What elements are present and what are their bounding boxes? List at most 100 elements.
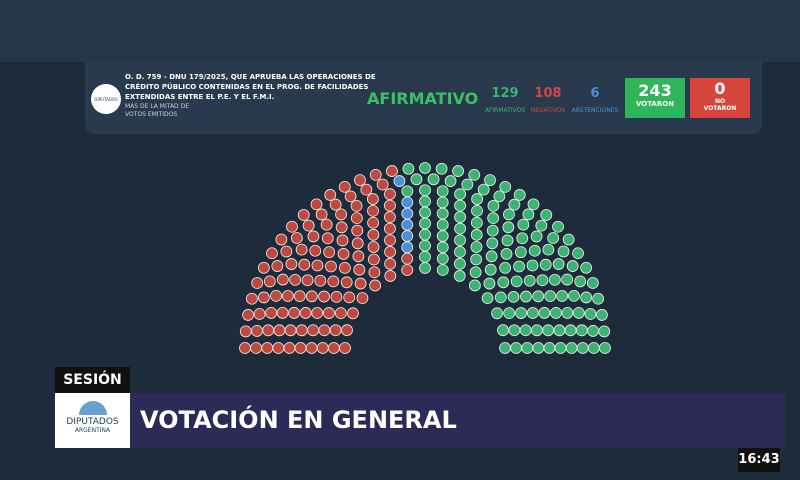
- affirmative-seat: [557, 245, 570, 258]
- affirmative-seat: [436, 264, 449, 276]
- logo-line: DIPUTADOS: [66, 417, 119, 427]
- affirmative-seat: [542, 243, 555, 256]
- affirmative-label: AFIRMATIVOS: [484, 107, 526, 114]
- affirmative-seat: [574, 275, 587, 288]
- affirmative-seat: [501, 234, 514, 247]
- affirmative-seat: [454, 199, 466, 212]
- title-line: EXTENDIDAS ENTRE EL P.E. Y EL F.M.I.: [125, 93, 275, 101]
- affirmative-seat: [419, 228, 431, 241]
- negative-seat: [242, 309, 254, 321]
- affirmative-seat: [515, 307, 527, 319]
- title-line: O. D. 759 - DNU 179/2025, QUE APRUEBA LA…: [125, 73, 376, 81]
- logo: DIPUTADOS: [91, 84, 121, 114]
- affirmative-seat: [586, 277, 599, 289]
- affirmative-seat: [470, 216, 483, 229]
- negative-seat: [367, 216, 380, 229]
- affirmative-seat: [508, 198, 521, 211]
- negative-seat: [401, 252, 414, 265]
- negative-seat: [367, 241, 380, 253]
- negative-seat: [351, 237, 364, 250]
- negative-seat: [251, 277, 264, 289]
- affirmative-seat: [508, 324, 521, 337]
- negative-seat: [294, 342, 307, 354]
- affirmative-seat: [486, 224, 499, 237]
- affirmative-seat: [419, 206, 431, 219]
- negative-seat: [367, 204, 379, 217]
- negative-seat: [293, 290, 306, 303]
- negative-seat: [323, 307, 335, 319]
- header-panel: DIPUTADOS O. D. 759 - DNU 179/2025, QUE …: [85, 62, 762, 134]
- affirmative-seat: [484, 263, 497, 276]
- negative-seat: [257, 291, 270, 304]
- affirmative-seat: [561, 307, 574, 319]
- abstentions-seat: [401, 207, 414, 220]
- affirmative-seat: [521, 342, 534, 354]
- affirmative-seat: [538, 307, 551, 319]
- negative-seat: [351, 224, 364, 237]
- negative-seat: [350, 212, 363, 225]
- affirmative-seat: [435, 162, 448, 175]
- affirmative-seat: [486, 237, 499, 250]
- affirmative-seat: [536, 274, 549, 287]
- negative-seat: [334, 307, 347, 320]
- negative-seat: [273, 324, 286, 337]
- affirmative-seat: [548, 273, 561, 286]
- affirmative-seat: [575, 324, 588, 337]
- affirmative-seat: [427, 173, 440, 186]
- affirmative-seat: [402, 162, 415, 175]
- affirmative-count: 129: [491, 86, 519, 101]
- affirmative-seat: [580, 261, 593, 274]
- not-voted-label: NO: [714, 98, 726, 105]
- affirmative-seat: [419, 239, 431, 252]
- negative-seat: [299, 307, 312, 319]
- negative-seat: [383, 188, 396, 201]
- affirmative-seat: [410, 173, 423, 186]
- negative-seat: [295, 243, 308, 256]
- session-title: VOTACIÓN EN GENERAL: [130, 393, 785, 448]
- affirmative-seat: [553, 324, 566, 337]
- negative-seat: [352, 250, 365, 263]
- affirmative-seat: [419, 217, 431, 230]
- affirmative-seat: [513, 260, 525, 273]
- affirmative-seat: [453, 270, 466, 282]
- negative-seat: [284, 324, 297, 337]
- affirmative-seat: [522, 208, 535, 221]
- negative-seat: [384, 270, 397, 282]
- negative-seat: [367, 253, 380, 266]
- negative-seat: [320, 218, 333, 231]
- affirmative-seat: [576, 342, 589, 354]
- affirmative-seat: [503, 307, 516, 320]
- negative-seat: [281, 290, 294, 302]
- affirmative-seat: [532, 342, 545, 354]
- not-voted-count: 0: [714, 79, 726, 98]
- negative-seat: [318, 290, 330, 303]
- negative-seat: [367, 228, 380, 241]
- negative-seat: [323, 246, 336, 259]
- negative-seat: [343, 291, 356, 304]
- negative-seat: [321, 232, 334, 245]
- affirmative-seat: [499, 180, 512, 193]
- affirmative-seat: [523, 274, 536, 287]
- affirmative-seat: [510, 275, 523, 288]
- negative-seat: [288, 307, 300, 319]
- negative-seat: [384, 257, 397, 270]
- note: MÁS DE LA MITAD DE VOTOS EMITIDOS: [125, 103, 189, 119]
- top-band: [0, 0, 800, 62]
- affirmative-seat: [556, 290, 569, 302]
- affirmative-seat: [470, 241, 483, 253]
- affirmative-seat: [510, 342, 523, 354]
- negative-seat: [384, 234, 396, 247]
- affirmative-seat: [419, 262, 431, 274]
- affirmative-seat: [502, 221, 515, 234]
- affirmative-seat: [562, 233, 575, 246]
- voted-box: 243 VOTARON: [625, 78, 685, 118]
- affirmative-seat: [419, 250, 431, 263]
- logo-icon: [78, 401, 107, 415]
- abstentions-seat: [401, 241, 414, 254]
- affirmative-seat: [520, 290, 532, 303]
- negative-seat: [384, 222, 396, 235]
- affirmative-seat: [436, 218, 449, 231]
- negative-seat: [270, 289, 282, 302]
- negative-seat: [329, 198, 342, 211]
- affirmative-seat: [517, 218, 530, 231]
